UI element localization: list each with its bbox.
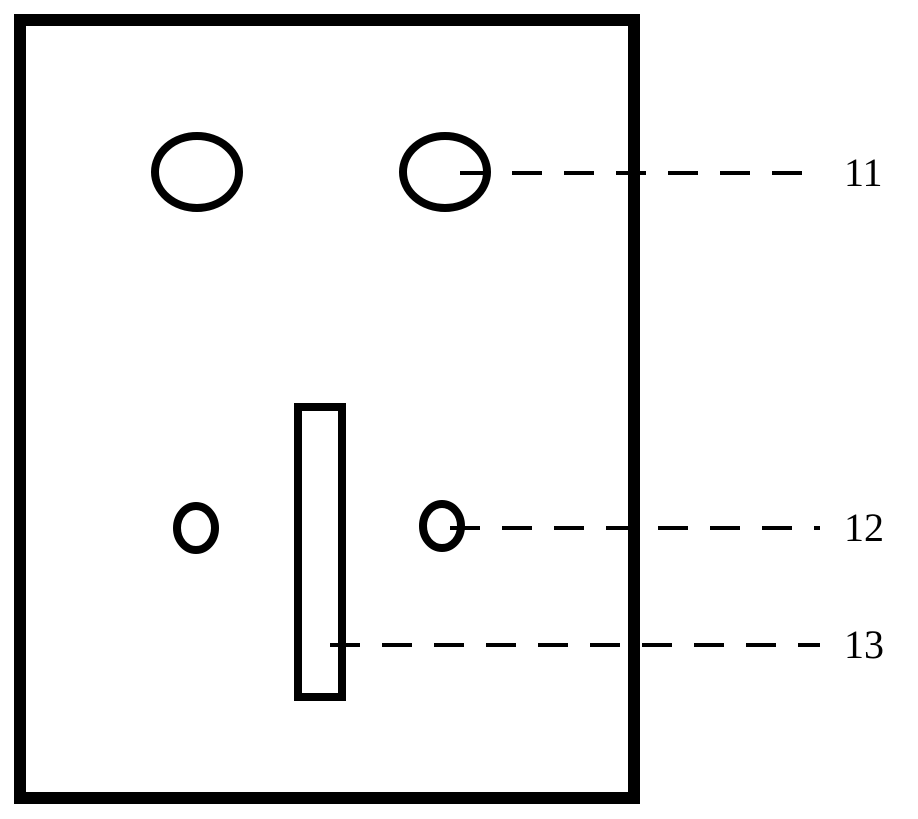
- callout-11-label: 11: [844, 150, 883, 195]
- callout-13-label: 13: [844, 622, 884, 667]
- center-slot: [298, 407, 342, 697]
- callout-12-label: 12: [844, 505, 884, 550]
